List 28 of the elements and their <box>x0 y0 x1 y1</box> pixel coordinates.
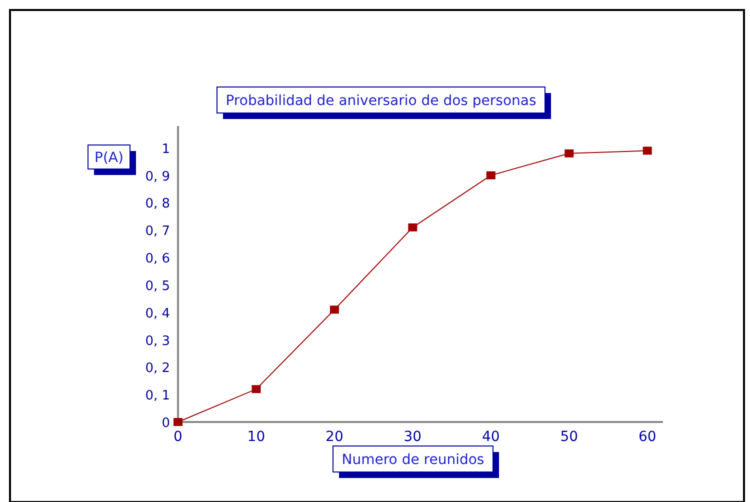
point <box>486 171 496 180</box>
y-tick-label: 0, 2 <box>145 361 170 376</box>
y-tick-label: 0, 6 <box>145 252 170 267</box>
x-tick-label: 30 <box>404 429 422 445</box>
y-tick-label: 0, 3 <box>145 334 170 349</box>
point <box>564 149 574 158</box>
chart-title: Probabilidad de aniversario de dos personas <box>226 93 536 109</box>
point <box>408 223 418 232</box>
point <box>642 146 652 155</box>
y-tick-label: 0, 4 <box>145 306 170 322</box>
y-tick-label: 1 <box>162 142 170 157</box>
point <box>174 418 182 426</box>
x-tick-label: 10 <box>247 429 266 445</box>
x-axis-title: Numero de reunidos <box>342 452 484 468</box>
y-tick-label: 0, 9 <box>145 169 170 184</box>
point <box>252 385 261 394</box>
x-tick-label: 50 <box>560 429 578 445</box>
x-tick-label: 0 <box>174 429 182 445</box>
x-tick-label: 60 <box>638 429 656 445</box>
x-tick-label: 20 <box>326 429 344 445</box>
y-tick-label: 0, 8 <box>145 196 170 212</box>
y-axis-title: P(A) <box>94 150 124 166</box>
point <box>330 306 339 314</box>
x-tick-label: 40 <box>482 429 500 445</box>
y-tick-label: 0 <box>162 416 170 431</box>
y-tick-label: 0, 7 <box>145 224 170 240</box>
y-tick-label: 0, 5 <box>145 278 170 294</box>
y-tick-label: 0, 1 <box>145 388 170 404</box>
